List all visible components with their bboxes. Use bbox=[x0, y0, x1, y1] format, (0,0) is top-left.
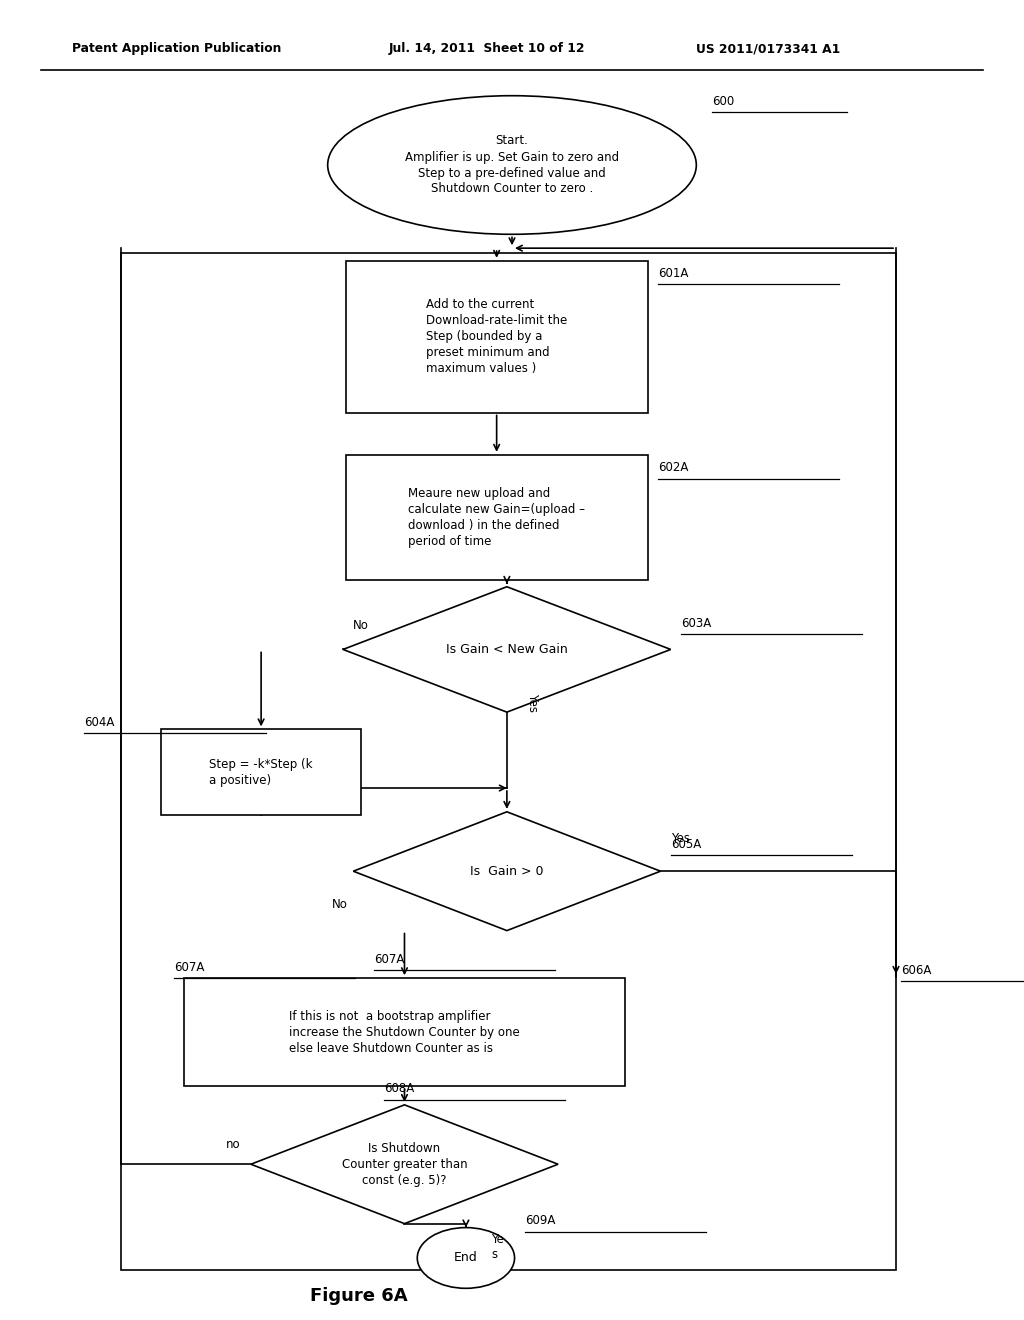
Text: Meaure new upload and
calculate new Gain=(upload –
download ) in the defined
per: Meaure new upload and calculate new Gain… bbox=[409, 487, 585, 548]
Text: Is Gain < New Gain: Is Gain < New Gain bbox=[446, 643, 567, 656]
Text: 607A: 607A bbox=[174, 961, 205, 974]
Text: 608A: 608A bbox=[384, 1082, 415, 1096]
Text: Figure 6A: Figure 6A bbox=[309, 1287, 408, 1305]
Ellipse shape bbox=[418, 1228, 515, 1288]
FancyBboxPatch shape bbox=[184, 978, 625, 1086]
FancyBboxPatch shape bbox=[162, 729, 361, 816]
Text: If this is not  a bootstrap amplifier
increase the Shutdown Counter by one
else : If this is not a bootstrap amplifier inc… bbox=[289, 1010, 520, 1055]
Text: 606A: 606A bbox=[901, 964, 932, 977]
Text: End: End bbox=[454, 1251, 478, 1265]
Ellipse shape bbox=[328, 96, 696, 235]
Text: 602A: 602A bbox=[657, 462, 688, 474]
Text: US 2011/0173341 A1: US 2011/0173341 A1 bbox=[696, 42, 841, 55]
FancyBboxPatch shape bbox=[346, 261, 648, 412]
Text: No: No bbox=[353, 619, 370, 632]
Text: Yes: Yes bbox=[671, 832, 690, 845]
Text: 607A: 607A bbox=[374, 953, 404, 966]
FancyBboxPatch shape bbox=[346, 454, 648, 581]
Text: 600: 600 bbox=[712, 95, 734, 108]
Text: 604A: 604A bbox=[84, 717, 115, 729]
Polygon shape bbox=[251, 1105, 558, 1224]
Text: Step = -k*Step (k
a positive): Step = -k*Step (k a positive) bbox=[209, 758, 313, 787]
Text: 603A: 603A bbox=[681, 616, 712, 630]
Text: no: no bbox=[226, 1138, 241, 1151]
Text: Jul. 14, 2011  Sheet 10 of 12: Jul. 14, 2011 Sheet 10 of 12 bbox=[389, 42, 586, 55]
Text: Yes: Yes bbox=[526, 693, 539, 711]
Text: Is Shutdown
Counter greater than
const (e.g. 5)?: Is Shutdown Counter greater than const (… bbox=[342, 1142, 467, 1187]
Text: Start.
Amplifier is up. Set Gain to zero and
Step to a pre-defined value and
Shu: Start. Amplifier is up. Set Gain to zero… bbox=[404, 135, 620, 195]
Text: Ye
s: Ye s bbox=[492, 1233, 505, 1262]
Text: 605A: 605A bbox=[671, 838, 701, 851]
Polygon shape bbox=[343, 586, 671, 713]
Text: Patent Application Publication: Patent Application Publication bbox=[72, 42, 281, 55]
Text: 609A: 609A bbox=[525, 1214, 555, 1228]
Text: 601A: 601A bbox=[657, 268, 688, 280]
Polygon shape bbox=[353, 812, 660, 931]
Text: Is  Gain > 0: Is Gain > 0 bbox=[470, 865, 544, 878]
Text: No: No bbox=[332, 898, 348, 911]
Text: Add to the current
Download-rate-limit the
Step (bounded by a
preset minimum and: Add to the current Download-rate-limit t… bbox=[426, 298, 567, 375]
